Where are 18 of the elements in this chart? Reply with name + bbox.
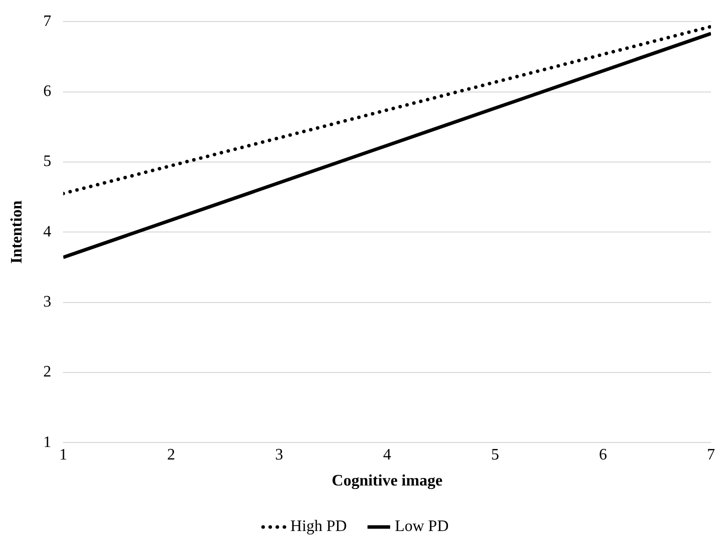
y-tick-label: 7 [43, 12, 52, 30]
x-tick-label: 2 [167, 446, 176, 464]
x-axis-title: Cognitive image [332, 472, 442, 490]
y-tick-label: 4 [43, 223, 52, 240]
x-tick-label: 7 [707, 446, 715, 464]
legend-label: High PD [290, 518, 347, 536]
x-tick-label: 5 [491, 446, 500, 464]
y-tick-label: 1 [43, 434, 52, 451]
y-tick-label: 3 [43, 293, 52, 310]
x-tick-label: 3 [275, 446, 284, 464]
x-tick-label: 4 [383, 446, 392, 464]
x-tick-label: 1 [59, 446, 68, 464]
legend-label: Low PD [394, 518, 449, 536]
y-axis-title: Intention [8, 200, 26, 264]
x-tick-label: 6 [599, 446, 608, 464]
y-tick-label: 6 [43, 82, 52, 100]
y-tick-label: 2 [43, 364, 52, 381]
y-tick-label: 5 [43, 153, 52, 170]
